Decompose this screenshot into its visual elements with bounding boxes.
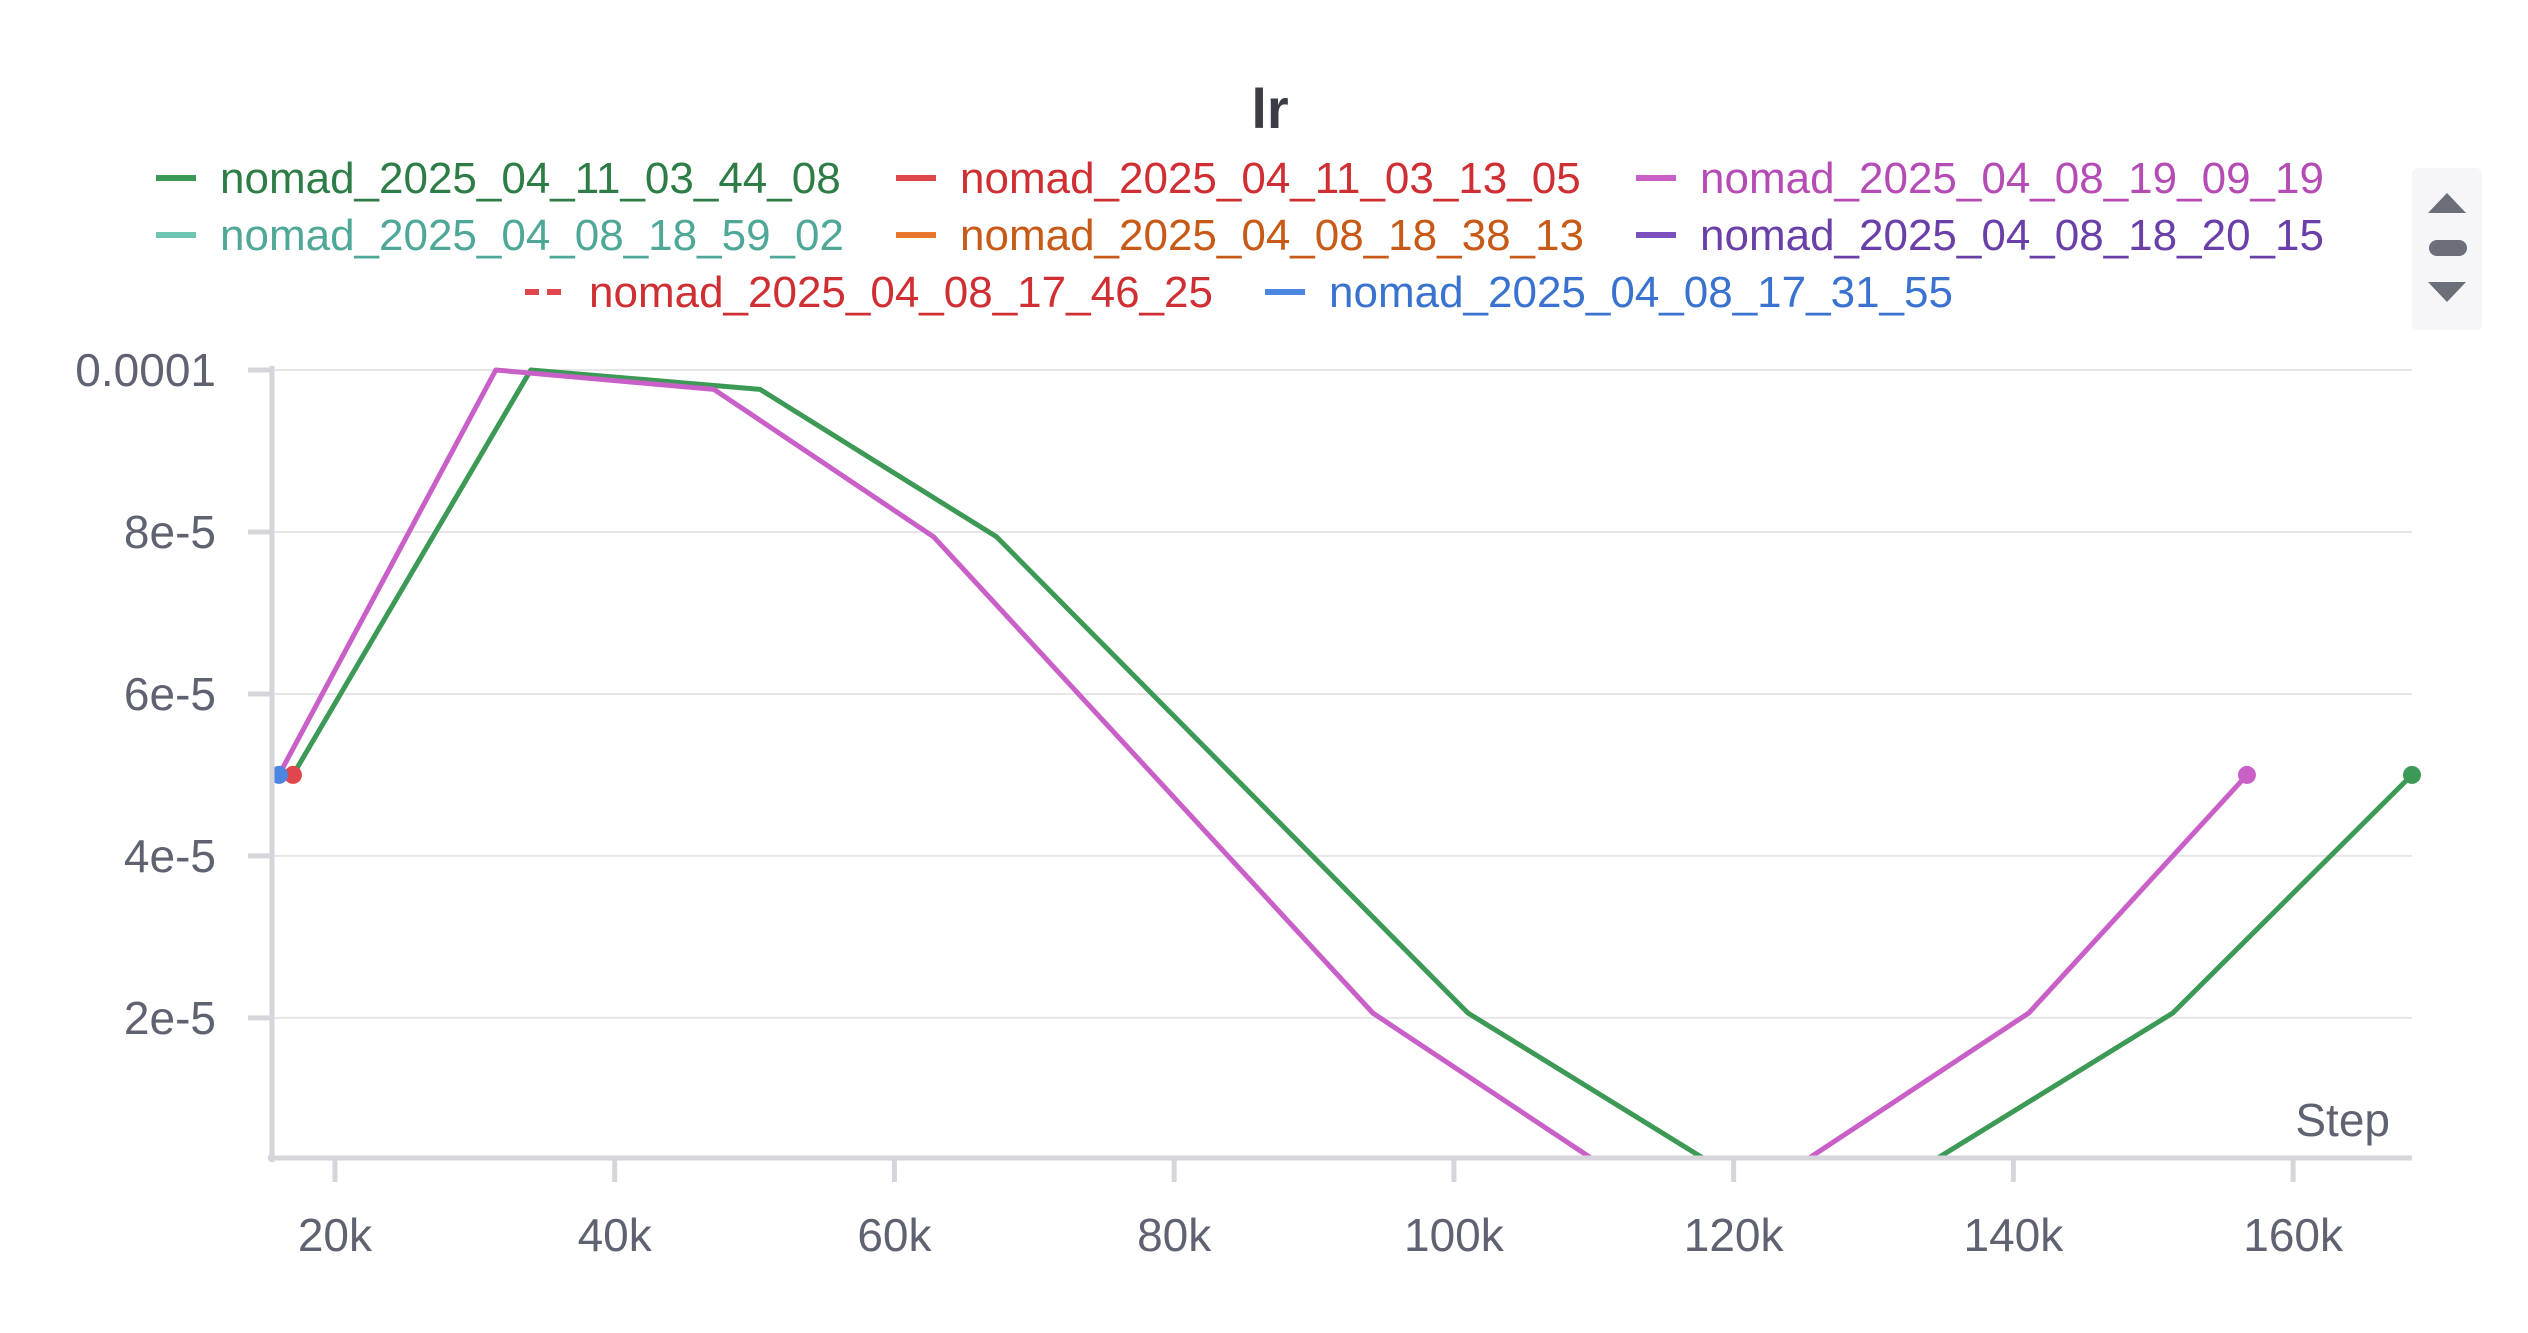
scroll-handle-icon[interactable] [2429,240,2467,256]
series-layer [269,367,2421,1161]
legend-item-1[interactable]: nomad_2025_04_11_03_44_08 [156,154,841,203]
legend-label: nomad_2025_04_08_18_38_13 [960,211,1584,260]
x-tick-label: 60k [857,1209,932,1261]
x-tick-label: 80k [1137,1209,1212,1261]
legend-item-4[interactable]: nomad_2025_04_08_18_59_02 [156,211,844,260]
series-end-point [283,765,302,784]
legend-item-8[interactable]: nomad_2025_04_08_17_31_55 [1265,268,1953,317]
series-end-point [2237,765,2256,784]
tick-labels: 20k 40k 60k 80k 100k 120k 140k 160k 0.0001 8e-5 6e… [75,344,2344,1261]
x-tick-label: 40k [578,1209,653,1261]
legend-label: nomad_2025_04_08_18_20_15 [1700,211,2324,260]
legend-label: nomad_2025_04_08_17_31_55 [1329,268,1953,317]
series-line-3 [276,367,2250,1161]
triangle-up-icon[interactable] [2428,193,2466,213]
axes [248,366,2412,1182]
legend-item-2[interactable]: nomad_2025_04_11_03_13_05 [896,154,1581,203]
legend-item-5[interactable]: nomad_2025_04_08_18_38_13 [896,211,1584,260]
chart-title: lr [1251,77,1288,140]
series-line-1 [290,367,2415,1161]
legend-label: nomad_2025_04_11_03_13_05 [960,154,1581,203]
legend-label: nomad_2025_04_11_03_44_08 [220,154,841,203]
legend-label: nomad_2025_04_08_18_59_02 [220,211,844,260]
legend-scroll-controls[interactable] [2412,168,2482,330]
x-tick-label: 140k [1963,1209,2064,1261]
legend[interactable]: nomad_2025_04_11_03_44_08 nomad_2025_04_1… [156,154,2324,317]
series-end-point [2403,765,2421,784]
x-tick-label: 100k [1404,1209,1505,1261]
grid-lines [272,369,2412,1019]
legend-item-7[interactable]: nomad_2025_04_08_17_46_25 [525,268,1213,317]
y-tick-label: 0.0001 [75,344,216,396]
legend-item-3[interactable]: nomad_2025_04_08_19_09_19 [1636,154,2324,203]
x-tick-label: 20k [298,1209,373,1261]
y-tick-label: 2e-5 [124,992,216,1044]
legend-label: nomad_2025_04_08_19_09_19 [1700,154,2324,203]
x-tick-label: 160k [2243,1209,2344,1261]
y-tick-label: 6e-5 [124,668,216,720]
x-tick-label: 120k [1684,1209,1785,1261]
legend-label: nomad_2025_04_08_17_46_25 [589,268,1213,317]
y-tick-label: 8e-5 [124,506,216,558]
x-axis-label: Step [2295,1094,2390,1146]
y-tick-label: 4e-5 [124,830,216,882]
legend-item-6[interactable]: nomad_2025_04_08_18_20_15 [1636,211,2324,260]
triangle-down-icon[interactable] [2428,282,2466,302]
